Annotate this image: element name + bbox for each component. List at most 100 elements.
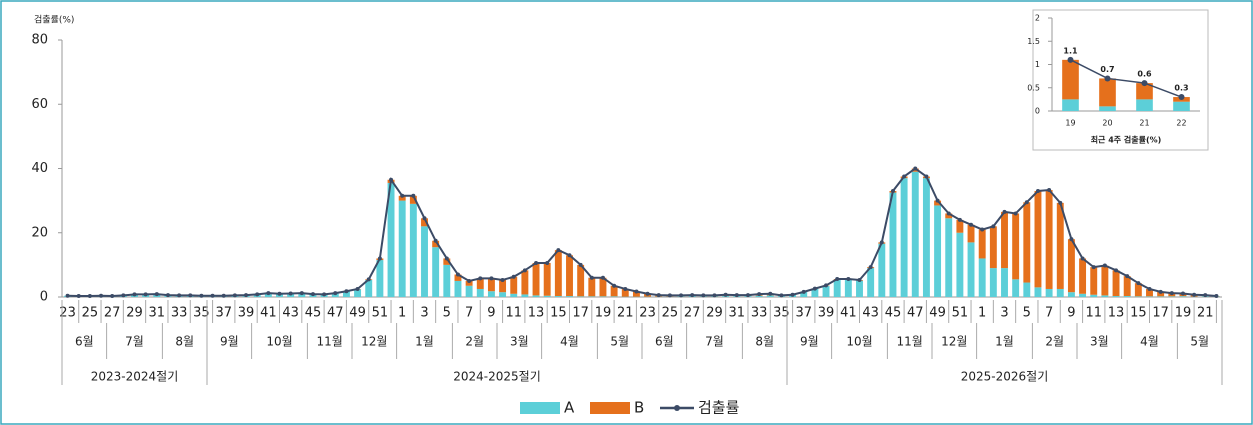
x-tick-label: 45 bbox=[305, 306, 322, 321]
bar-segment bbox=[911, 171, 919, 297]
line-marker bbox=[600, 275, 605, 280]
bar-segment bbox=[476, 288, 484, 297]
bar-segment bbox=[1001, 268, 1008, 297]
line-marker bbox=[991, 224, 996, 229]
bar-segment bbox=[1034, 287, 1042, 297]
bar-segment bbox=[1134, 296, 1142, 297]
x-tick-label: 3 bbox=[420, 306, 428, 321]
bar-segment bbox=[487, 291, 495, 297]
month-label: 1월 bbox=[415, 335, 434, 349]
bar-segment bbox=[510, 293, 518, 297]
bar-segment bbox=[1023, 202, 1031, 283]
month-label: 7월 bbox=[125, 335, 144, 349]
bar-segment bbox=[577, 296, 585, 297]
bar-segment bbox=[1067, 292, 1075, 297]
x-tick-label: 22 bbox=[1176, 119, 1186, 128]
bar-segment bbox=[1062, 59, 1079, 100]
season-label: 2025-2026절기 bbox=[961, 370, 1049, 384]
x-tick-label: 25 bbox=[82, 306, 99, 321]
bar-segment bbox=[566, 255, 573, 297]
bar-segment bbox=[465, 285, 473, 297]
y-tick-label: 20 bbox=[31, 225, 48, 240]
x-tick-label: 7 bbox=[1045, 306, 1053, 321]
line-marker bbox=[679, 293, 684, 298]
bar-segment bbox=[376, 260, 384, 297]
x-tick-label: 11 bbox=[1085, 306, 1102, 321]
x-tick-label: 23 bbox=[59, 306, 76, 321]
line-marker bbox=[87, 294, 92, 299]
bar-segment bbox=[532, 262, 540, 296]
bar-segment bbox=[610, 296, 618, 297]
line-marker bbox=[846, 277, 851, 282]
bar-segment bbox=[833, 279, 841, 297]
line-marker bbox=[734, 293, 739, 298]
line-marker bbox=[969, 222, 974, 227]
month-label: 5월 bbox=[1190, 335, 1209, 349]
bar-segment bbox=[342, 291, 350, 297]
y-tick-label: 1 bbox=[1035, 60, 1040, 69]
line-marker bbox=[1069, 237, 1074, 242]
bar-segment bbox=[1136, 83, 1153, 100]
bar-segment bbox=[1099, 78, 1116, 107]
month-label: 2월 bbox=[1045, 335, 1064, 349]
x-tick-label: 19 bbox=[1065, 119, 1075, 128]
bar-segment bbox=[1056, 288, 1064, 297]
bar-segment bbox=[1146, 288, 1153, 297]
bar-segment bbox=[1067, 239, 1075, 293]
line-marker bbox=[110, 294, 115, 299]
x-tick-label: 21 bbox=[1197, 306, 1214, 321]
bar-segment bbox=[599, 296, 607, 297]
line-marker bbox=[1169, 291, 1174, 296]
line-marker bbox=[366, 277, 371, 282]
bar-segment bbox=[978, 258, 986, 297]
y-tick-label: 80 bbox=[31, 33, 48, 48]
x-tick-label: 20 bbox=[1102, 119, 1112, 128]
line-marker bbox=[65, 293, 70, 298]
y-tick-label: 2 bbox=[1035, 14, 1040, 23]
line-marker bbox=[355, 286, 360, 291]
bar-segment bbox=[621, 288, 629, 297]
month-label: 7월 bbox=[705, 335, 724, 349]
month-label: 2월 bbox=[465, 335, 484, 349]
line-marker bbox=[1180, 291, 1185, 296]
line-marker bbox=[980, 227, 985, 232]
month-label: 4월 bbox=[1140, 335, 1159, 349]
data-label: 0.6 bbox=[1137, 70, 1152, 79]
bar-segment bbox=[755, 295, 763, 297]
bar-segment bbox=[822, 285, 830, 297]
bar-segment bbox=[1034, 190, 1042, 288]
line-marker bbox=[545, 260, 550, 265]
bar-segment bbox=[1062, 99, 1079, 111]
line-marker bbox=[857, 277, 862, 282]
x-tick-label: 27 bbox=[684, 306, 701, 321]
bar-segment bbox=[365, 279, 373, 297]
line-marker bbox=[333, 291, 338, 296]
bar-segment bbox=[566, 296, 573, 297]
bar-segment bbox=[543, 295, 551, 297]
bar-segment bbox=[1123, 276, 1131, 297]
x-tick-label: 13 bbox=[528, 306, 545, 321]
bar-segment bbox=[532, 295, 540, 297]
bar-segment bbox=[844, 279, 852, 297]
bar-segment bbox=[1101, 265, 1109, 296]
bar-segment bbox=[432, 240, 440, 248]
x-tick-label: 21 bbox=[1139, 119, 1149, 128]
line-marker bbox=[1104, 75, 1111, 82]
line-marker bbox=[411, 193, 416, 198]
month-label: 6월 bbox=[655, 335, 674, 349]
bar-segment bbox=[978, 229, 986, 259]
line-marker bbox=[589, 275, 594, 280]
x-tick-label: 23 bbox=[639, 306, 656, 321]
bar-segment bbox=[398, 195, 406, 201]
bar-segment bbox=[811, 288, 819, 297]
line-marker bbox=[455, 272, 460, 277]
bar-segment bbox=[1023, 282, 1031, 297]
line-marker bbox=[801, 289, 806, 294]
y-tick-label: 0 bbox=[1035, 107, 1040, 116]
bar-segment bbox=[610, 285, 618, 297]
legend-label: A bbox=[564, 399, 575, 417]
line-marker bbox=[221, 293, 226, 298]
line-marker bbox=[1035, 188, 1040, 193]
bar-segment bbox=[1001, 211, 1008, 269]
data-label: 0.7 bbox=[1100, 65, 1114, 74]
